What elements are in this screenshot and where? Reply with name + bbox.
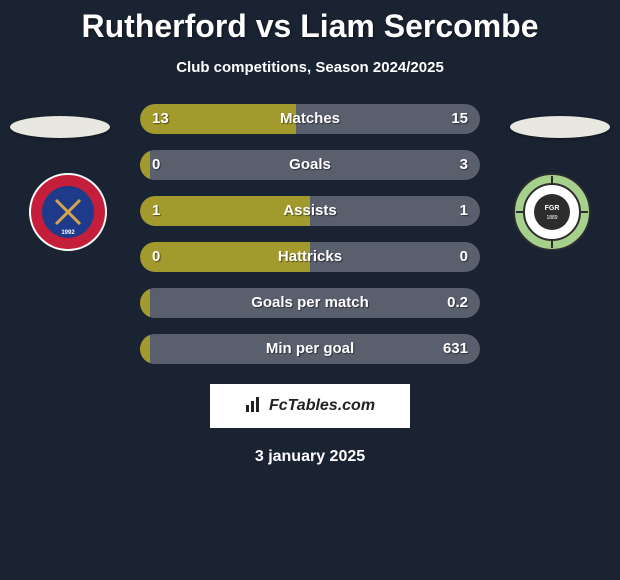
branding-text: FcTables.com	[269, 397, 375, 415]
stat-value-left: 0	[152, 242, 160, 272]
stat-value-left: 1	[152, 196, 160, 226]
chart-icon	[245, 395, 263, 418]
stat-row: Goals per match0.2	[140, 288, 480, 318]
date-text: 3 january 2025	[0, 448, 620, 466]
stat-value-right: 0.2	[447, 288, 468, 318]
stat-row: Goals0 3	[140, 150, 480, 180]
stat-row: Hattricks0 0	[140, 242, 480, 272]
stat-value-right: 3	[460, 150, 468, 180]
stats-container: Matches1315Goals03Assists11Hattricks00Go…	[140, 104, 480, 364]
subtitle: Club competitions, Season 2024/2025	[0, 59, 620, 76]
club-badge-right: FGR 1889	[512, 172, 592, 252]
stat-label: Goals	[140, 150, 480, 180]
svg-text:1889: 1889	[546, 215, 557, 221]
stat-value-right: 631	[443, 334, 468, 364]
stat-label: Assists	[140, 196, 480, 226]
stat-value-right: 15	[451, 104, 468, 134]
stat-label: Min per goal	[140, 334, 480, 364]
player-left-placeholder	[10, 116, 110, 138]
stat-row: Min per goal631	[140, 334, 480, 364]
svg-text:1992: 1992	[61, 230, 75, 236]
stat-row: Assists1 1	[140, 196, 480, 226]
stat-value-left: 13	[152, 104, 169, 134]
stat-label: Goals per match	[140, 288, 480, 318]
stat-row: Matches13 15	[140, 104, 480, 134]
comparison-content: 1992 FGR 1889 Matches1315Goals03Assists1…	[0, 104, 620, 364]
player-right-placeholder	[510, 116, 610, 138]
branding-badge: FcTables.com	[210, 384, 410, 428]
svg-text:FGR: FGR	[545, 205, 560, 212]
stat-value-right: 0	[460, 242, 468, 272]
stat-label: Hattricks	[140, 242, 480, 272]
stat-value-right: 1	[460, 196, 468, 226]
stat-value-left: 0	[152, 150, 160, 180]
stat-label: Matches	[140, 104, 480, 134]
page-title: Rutherford vs Liam Sercombe	[0, 0, 620, 45]
club-badge-left: 1992	[28, 172, 108, 252]
